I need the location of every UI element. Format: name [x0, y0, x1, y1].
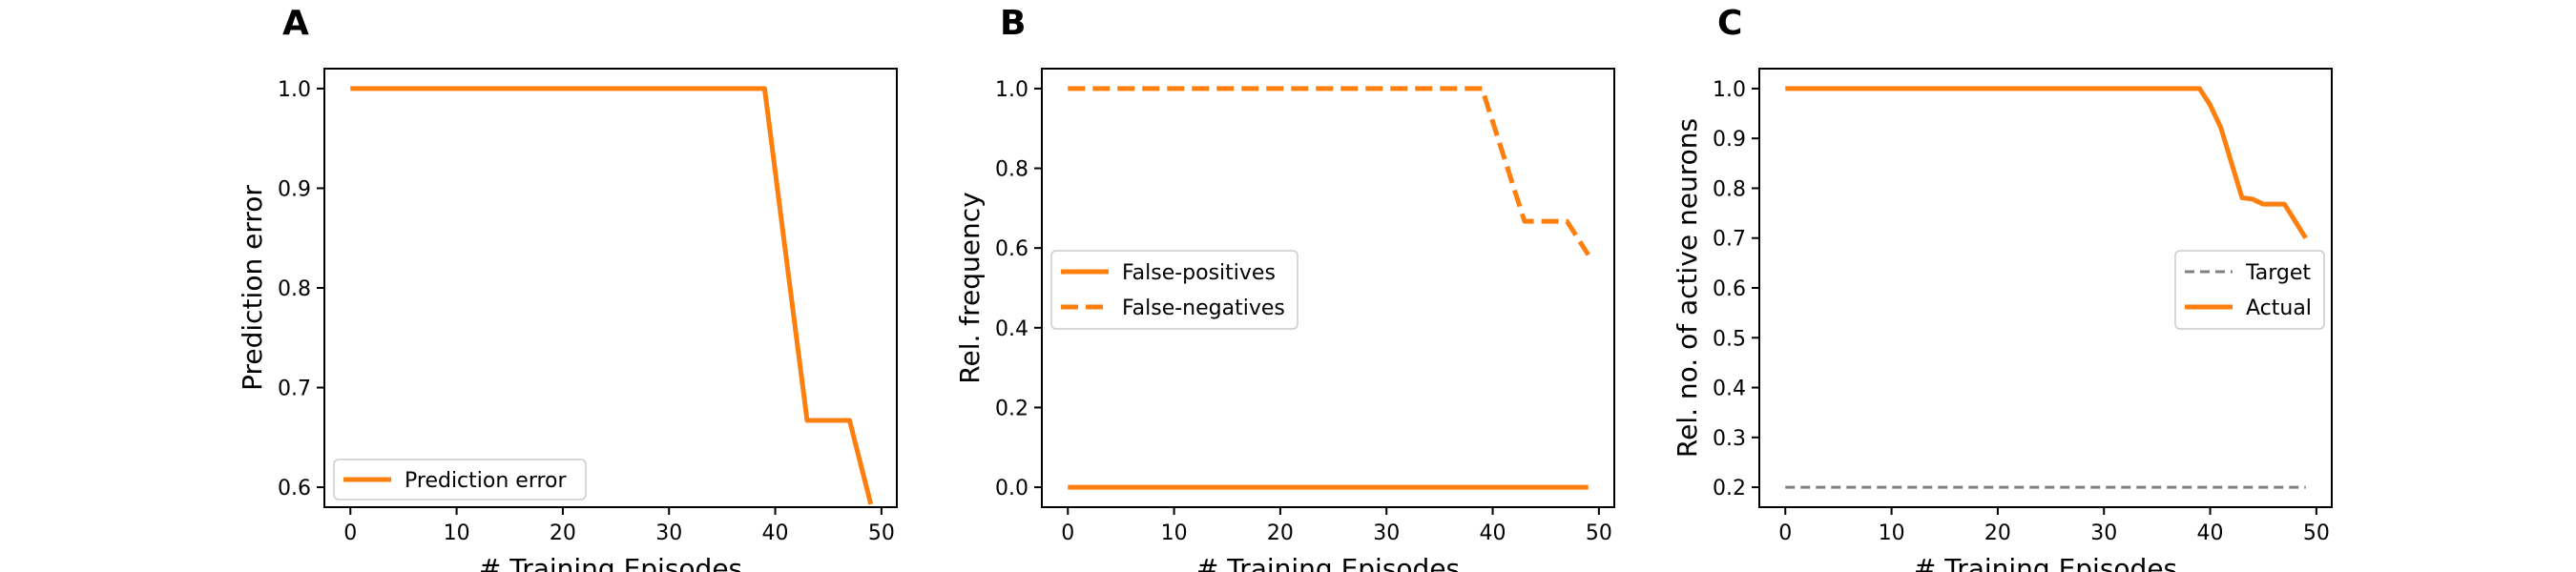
- legend-label-prediction-error: Prediction error: [405, 469, 567, 493]
- panel-c-xtick-label-20: 20: [1984, 521, 2011, 545]
- panel-b-xlabel: # Training Episodes: [1196, 553, 1460, 572]
- panel-b-series-false-negatives: [1068, 89, 1588, 255]
- panel-a-frame: [324, 69, 897, 507]
- panel-a-legend: Prediction error: [334, 460, 586, 500]
- panel-b-ytick-label-5: 1.0: [995, 78, 1028, 102]
- panel-b-ytick-label-1: 0.2: [995, 397, 1028, 420]
- panel-a-ytick-label-0: 0.6: [278, 477, 311, 500]
- panel-a-ytick-label-1: 0.7: [278, 378, 311, 401]
- panel-b-xtick-label-10: 10: [1161, 521, 1188, 545]
- panel-b-xtick-label-40: 40: [1480, 521, 1506, 545]
- panel-a-ytick-label-4: 1.0: [278, 78, 311, 102]
- panel-c-xtick-label-10: 10: [1879, 521, 1905, 545]
- legend-label-false-negatives: False-negatives: [1122, 296, 1285, 320]
- panel-c-legend: Target Actual: [2175, 251, 2324, 329]
- legend-label-actual: Actual: [2246, 296, 2312, 320]
- legend-label-false-positives: False-positives: [1122, 261, 1276, 285]
- panel-a-xtick-label-0: 0: [343, 521, 357, 545]
- panel-c-series-actual: [1785, 89, 2305, 238]
- panel-c-ytick-label-6: 0.8: [1713, 177, 1746, 201]
- panel-a-ytick-label-3: 0.9: [278, 177, 311, 201]
- panel-letter-c: C: [1717, 4, 1742, 43]
- panel-c-xtick-label-50: 50: [2303, 521, 2330, 545]
- panel-b-xtick-label-30: 30: [1373, 521, 1400, 545]
- panel-c-ytick-label-5: 0.7: [1713, 228, 1746, 252]
- panel-c-ytick-label-0: 0.2: [1713, 477, 1746, 500]
- panel-a-ytick-label-2: 0.8: [278, 277, 311, 301]
- panel-c-xtick-label-0: 0: [1778, 521, 1792, 545]
- panel-b-ytick-label-2: 0.4: [995, 317, 1028, 341]
- panel-a-xtick-label-20: 20: [550, 521, 576, 545]
- panel-c-ytick-label-1: 0.3: [1713, 427, 1746, 451]
- panel-b-xtick-label-20: 20: [1267, 521, 1294, 545]
- panel-a-xtick-label-40: 40: [762, 521, 789, 545]
- panel-c-ytick-label-2: 0.4: [1713, 378, 1746, 401]
- panel-b-ytick-label-3: 0.6: [995, 237, 1028, 261]
- panel-a-ylabel: Prediction error: [237, 185, 268, 391]
- panel-letter-a: A: [282, 4, 309, 43]
- panel-c: C 0 10 20 30 40 50 0.2 0.3 0.4 0.5 0.6 0.7 0.8 0.9 1.0…: [1672, 4, 2332, 572]
- panel-b-ylabel: Rel. frequency: [954, 192, 986, 383]
- panel-a-xtick-label-50: 50: [868, 521, 895, 545]
- panel-b-xtick-label-0: 0: [1061, 521, 1074, 545]
- panel-a-series-prediction-error: [350, 89, 870, 504]
- panel-c-xlabel: # Training Episodes: [1914, 553, 2177, 572]
- panel-a: A 0 10 20 30 40 50 0.6 0.7 0.8 0.9 1.0 Prediction …: [237, 4, 897, 572]
- panel-c-ytick-label-8: 1.0: [1713, 78, 1746, 102]
- panel-b-ytick-label-4: 0.8: [995, 158, 1028, 182]
- panel-c-ytick-label-4: 0.6: [1713, 277, 1746, 301]
- legend-label-target: Target: [2245, 261, 2311, 285]
- panel-b-legend: False-positives False-negatives: [1051, 251, 1298, 329]
- panel-c-ytick-label-7: 0.9: [1713, 128, 1746, 152]
- panel-b-ytick-label-0: 0.0: [995, 477, 1028, 500]
- panel-b-xtick-label-50: 50: [1586, 521, 1612, 545]
- panel-letter-b: B: [1000, 4, 1026, 43]
- panel-c-ylabel: Rel. no. of active neurons: [1672, 118, 1703, 458]
- panel-b: B 0 10 20 30 40 50 0.0 0.2 0.4 0.6 0.8 1.0 Rel. fre…: [954, 4, 1614, 572]
- panel-c-xtick-label-30: 30: [2090, 521, 2117, 545]
- panel-a-xlabel: # Training Episodes: [479, 553, 742, 572]
- panel-a-xtick-label-30: 30: [655, 521, 682, 545]
- panel-c-ytick-label-3: 0.5: [1713, 327, 1746, 351]
- panel-a-xtick-label-10: 10: [444, 521, 470, 545]
- panel-c-xtick-label-40: 40: [2197, 521, 2224, 545]
